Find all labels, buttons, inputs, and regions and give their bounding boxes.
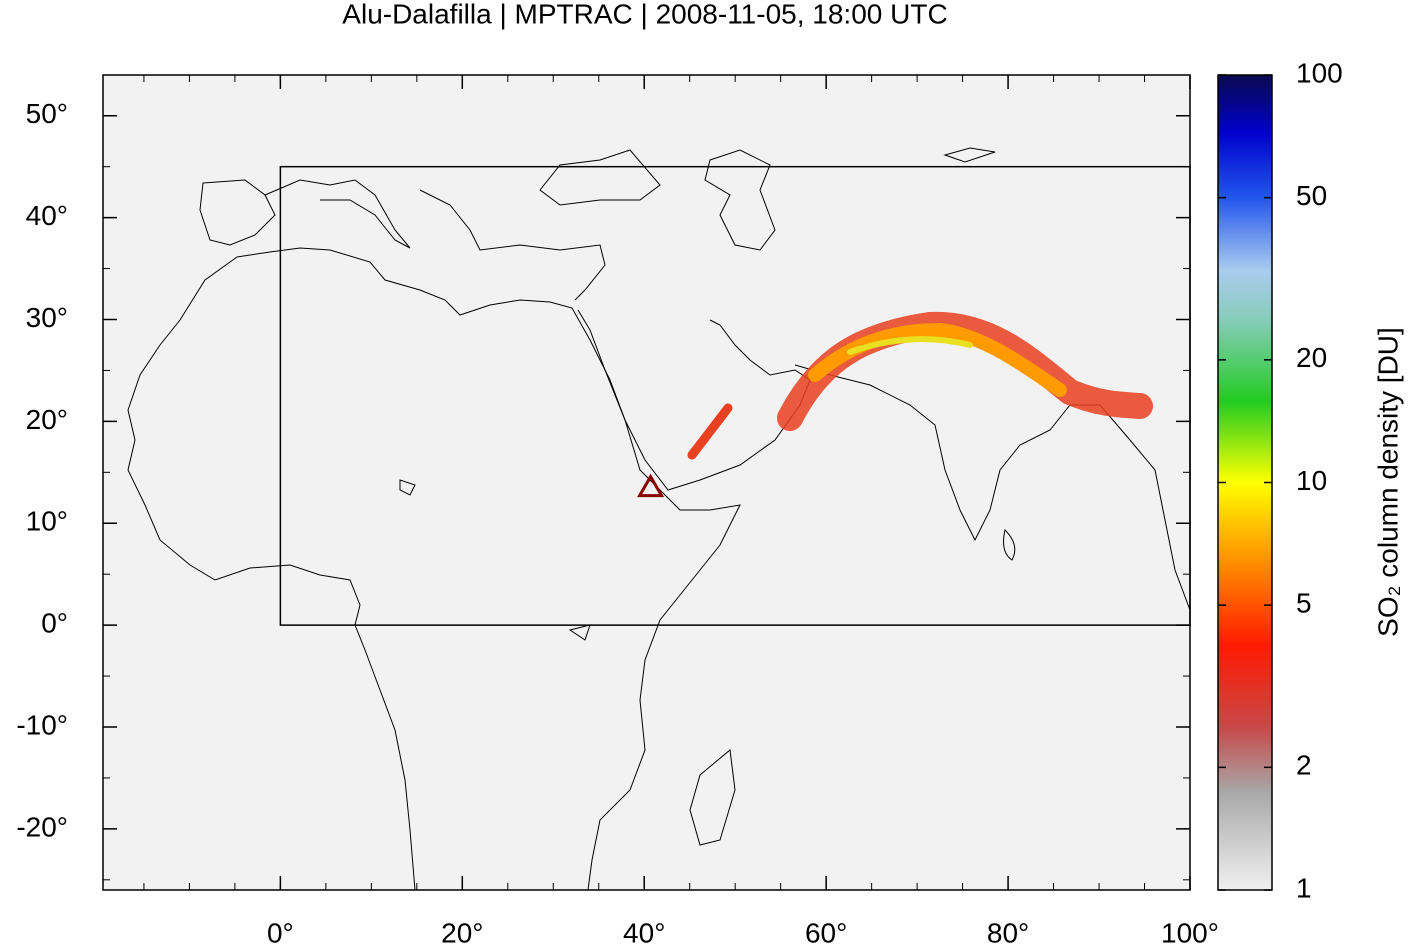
y-tick-label: 0° <box>41 608 68 639</box>
y-tick-label: 30° <box>26 302 68 333</box>
colorbar-tick-label: 100 <box>1296 57 1343 88</box>
coastline <box>127 256 416 890</box>
colorbar-label: SO₂ column density [DU] <box>1372 327 1403 637</box>
colorbar-tick-label: 10 <box>1296 465 1327 496</box>
plume-streak <box>687 403 733 460</box>
coastline <box>1003 529 1016 561</box>
coastline <box>689 749 736 846</box>
coastlines <box>127 147 1190 890</box>
coastline <box>704 149 776 251</box>
domain-box <box>279 165 1191 626</box>
colorbar-tick-label: 5 <box>1296 588 1312 619</box>
y-tick-label: 40° <box>26 200 68 231</box>
coastline <box>264 179 411 249</box>
x-tick-label: 20° <box>441 917 483 948</box>
coastline <box>539 149 661 206</box>
coastline <box>794 364 1190 611</box>
coastline <box>577 309 811 491</box>
y-tick-label: 20° <box>26 404 68 435</box>
x-tick-label: 60° <box>805 917 847 948</box>
colorbar-tick-label: 20 <box>1296 342 1327 373</box>
x-tick-label: 40° <box>623 917 665 948</box>
colorbar <box>1217 74 1273 891</box>
coastline <box>236 247 741 890</box>
plume-core <box>847 336 973 355</box>
coastline <box>419 189 606 301</box>
y-tick-label: -20° <box>16 811 68 842</box>
coastline <box>943 147 996 163</box>
x-tick-label: 80° <box>987 917 1029 948</box>
x-tick-label: 0° <box>267 917 294 948</box>
y-tick-label: 50° <box>26 98 68 129</box>
colorbar-tick-label: 50 <box>1296 180 1327 211</box>
coastline <box>568 624 591 641</box>
y-tick-label: 10° <box>26 506 68 537</box>
chart-title: Alu-Dalafilla | MPTRAC | 2008-11-05, 18:… <box>342 0 947 29</box>
coastline <box>399 479 416 496</box>
x-tick-label: 100° <box>1161 917 1219 948</box>
coastline <box>199 179 276 246</box>
y-tick-label: -10° <box>16 709 68 740</box>
plume <box>687 311 1153 460</box>
colorbar-tick-label: 2 <box>1296 750 1312 781</box>
volcano-marker <box>636 473 665 498</box>
colorbar-tick-label: 1 <box>1296 872 1312 903</box>
